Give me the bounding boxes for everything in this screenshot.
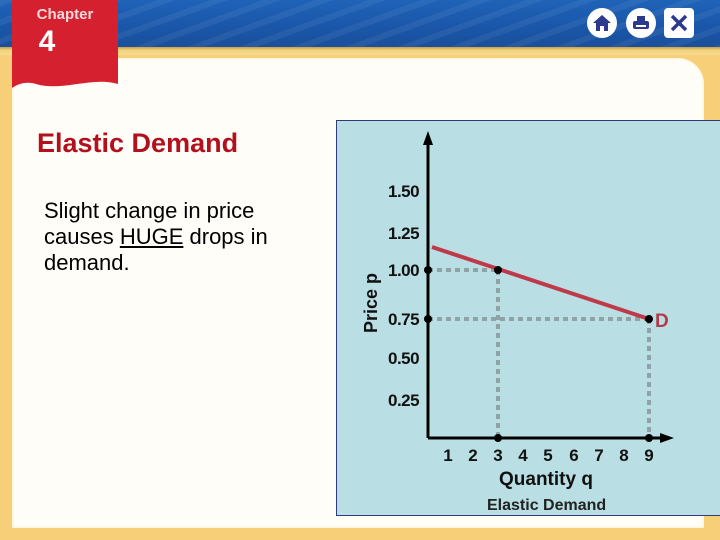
home-button[interactable] [587,8,617,38]
y-tick-label: 1.50 [388,182,420,201]
x-axis-title: Quantity q [499,469,593,490]
emphasis-text: HUGE [119,224,184,249]
chart-plot [423,131,674,443]
y-tick-label: 0.75 [388,310,420,329]
close-icon [670,14,688,32]
slide-title: Elastic Demand [37,128,239,158]
x-tick-label: 2 [468,446,478,465]
x-tick-label: 3 [493,446,503,465]
y-tick-label: 0.25 [388,391,420,410]
y-axis-title: Price p [361,272,381,333]
print-button[interactable] [626,8,656,38]
y-tick-label: 1.00 [388,261,420,280]
banner-wave [12,74,118,88]
close-button[interactable] [664,8,694,38]
print-icon [633,16,649,29]
x-tick-label: 7 [594,446,604,465]
y-tick-label: 1.25 [388,224,420,243]
chapter-label: Chapter [36,6,94,23]
x-tick-label: 8 [619,446,629,465]
x-tick-label: 9 [644,446,654,465]
x-tick-label: 5 [543,446,553,465]
header-divider [0,47,720,55]
demand-curve-label: D [655,311,669,332]
elastic-demand-chart: 1.50 1.25 1.00 0.75 0.50 0.25 1 2 3 4 5 … [336,120,720,516]
chart-caption: Elastic Demand [487,497,607,514]
chapter-banner [12,0,118,80]
chapter-number: 4 [38,25,56,58]
home-icon [593,15,611,31]
slide-body-text: Slight change in price causes HUGE drops… [44,198,268,275]
x-tick-label: 4 [518,446,528,465]
x-tick-label: 6 [569,446,579,465]
x-tick-label: 1 [443,446,453,465]
y-tick-label: 0.50 [388,349,420,368]
